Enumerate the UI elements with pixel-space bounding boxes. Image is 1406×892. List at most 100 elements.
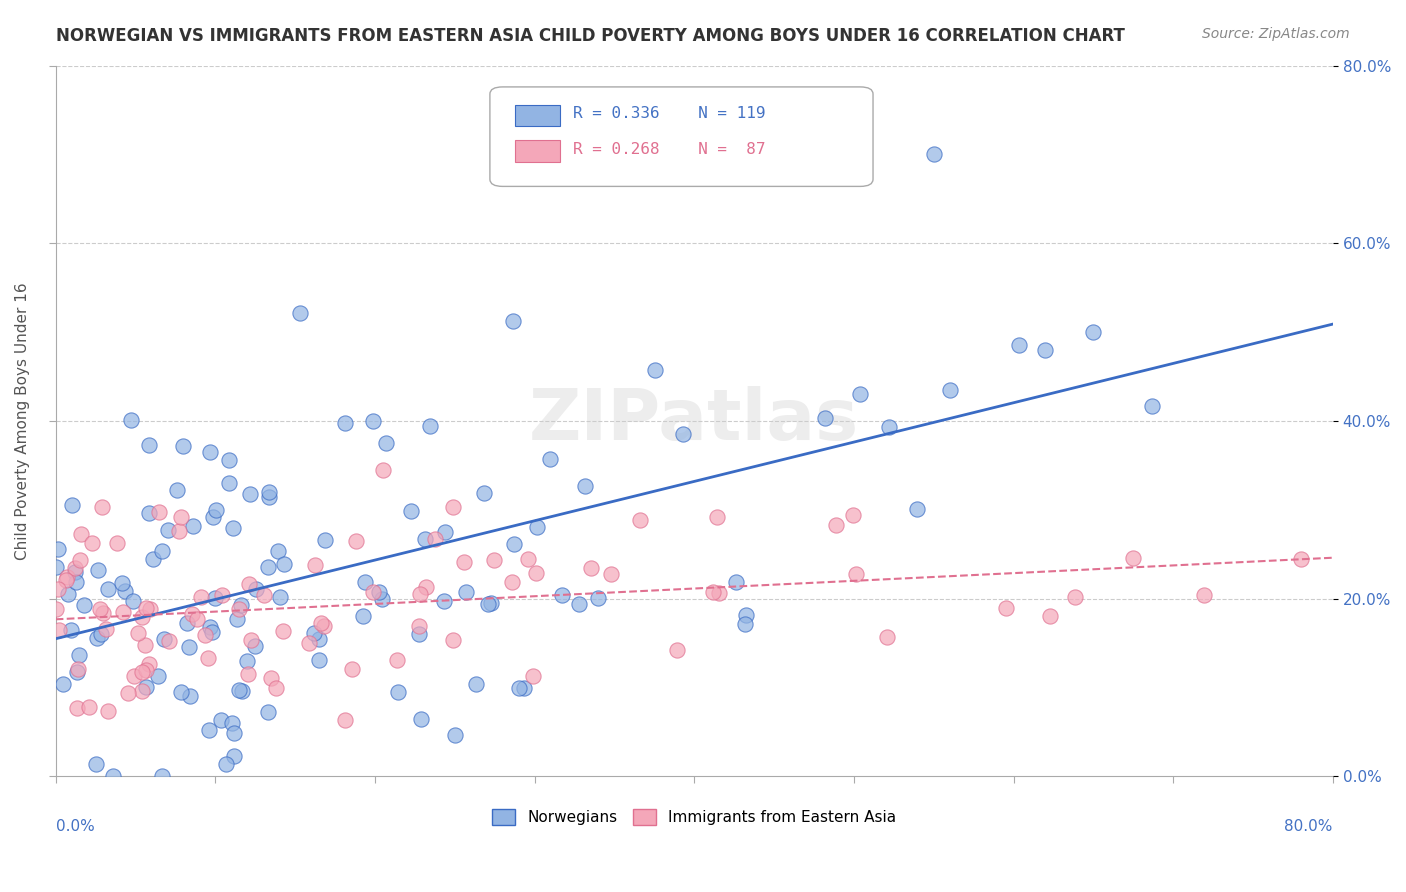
Point xyxy=(69,527,91,541)
Point xyxy=(257,705,280,719)
Text: Source: ZipAtlas.com: Source: ZipAtlas.com xyxy=(1202,27,1350,41)
Point xyxy=(148,669,170,683)
Point xyxy=(48,582,70,596)
Point xyxy=(150,543,173,558)
Point xyxy=(139,602,162,616)
Point xyxy=(218,475,240,490)
Point xyxy=(89,601,111,615)
Text: R = 0.336    N = 119: R = 0.336 N = 119 xyxy=(572,106,765,121)
Point xyxy=(110,576,132,591)
Bar xyxy=(516,104,560,126)
Bar xyxy=(516,140,560,161)
Point xyxy=(845,567,868,582)
Point xyxy=(453,555,475,569)
Point xyxy=(97,582,120,597)
Point xyxy=(228,602,250,616)
Point xyxy=(876,631,898,645)
Point xyxy=(257,491,280,505)
Point xyxy=(157,634,180,648)
Point xyxy=(1192,588,1215,602)
Point xyxy=(879,420,901,434)
Legend: Norwegians, Immigrants from Eastern Asia: Norwegians, Immigrants from Eastern Asia xyxy=(485,801,904,832)
Point xyxy=(574,479,596,493)
Point xyxy=(202,509,225,524)
Point xyxy=(1083,325,1105,339)
Point xyxy=(477,597,499,611)
Point xyxy=(134,681,156,695)
Point xyxy=(198,620,221,634)
Point xyxy=(170,509,193,524)
Point xyxy=(77,700,100,714)
Point xyxy=(373,463,395,477)
Point xyxy=(314,533,336,547)
Point xyxy=(239,486,262,500)
Point xyxy=(502,313,524,327)
Point xyxy=(183,519,205,533)
Point xyxy=(702,584,724,599)
Point xyxy=(153,632,176,646)
Point xyxy=(131,610,153,624)
Point xyxy=(538,451,561,466)
Point xyxy=(122,669,145,683)
Point xyxy=(86,631,108,645)
Point xyxy=(825,518,848,533)
Point xyxy=(131,683,153,698)
Point xyxy=(665,643,688,657)
Point xyxy=(66,701,89,715)
Point xyxy=(91,500,114,514)
Point xyxy=(66,665,89,679)
Point xyxy=(67,648,90,662)
Point xyxy=(1142,399,1164,413)
Point xyxy=(399,503,422,517)
Point xyxy=(97,704,120,718)
Point xyxy=(197,723,219,737)
Point xyxy=(138,506,160,520)
Point xyxy=(309,616,332,631)
Point xyxy=(52,676,75,690)
Point xyxy=(87,563,110,577)
Point xyxy=(90,627,112,641)
Point xyxy=(224,749,246,764)
Point xyxy=(387,684,409,698)
Point xyxy=(288,306,311,320)
Point xyxy=(567,597,589,611)
Point xyxy=(482,553,505,567)
Point xyxy=(922,147,945,161)
Point xyxy=(1039,609,1062,624)
Point xyxy=(408,619,430,633)
Point xyxy=(201,624,224,639)
Point xyxy=(586,591,609,606)
Point xyxy=(45,560,67,574)
Point xyxy=(408,627,430,641)
FancyBboxPatch shape xyxy=(489,87,873,186)
Point xyxy=(517,552,540,566)
Point xyxy=(508,681,530,696)
Point xyxy=(644,362,666,376)
Point xyxy=(131,665,153,679)
Point xyxy=(672,426,695,441)
Point xyxy=(735,608,758,623)
Point xyxy=(138,657,160,671)
Point xyxy=(138,438,160,452)
Point xyxy=(308,653,330,667)
Point xyxy=(121,594,143,608)
Point xyxy=(231,598,253,612)
Point xyxy=(707,586,730,600)
Point xyxy=(849,387,872,401)
Point xyxy=(1035,343,1057,357)
Y-axis label: Child Poverty Among Boys Under 16: Child Poverty Among Boys Under 16 xyxy=(15,282,30,559)
Point xyxy=(367,585,389,599)
Point xyxy=(995,600,1018,615)
Point xyxy=(240,632,263,647)
Point xyxy=(60,623,83,637)
Point xyxy=(55,573,77,587)
Point xyxy=(150,769,173,783)
Point xyxy=(333,713,356,727)
Point xyxy=(269,590,291,604)
Point xyxy=(198,445,221,459)
Point xyxy=(65,574,87,589)
Point xyxy=(120,413,142,427)
Point xyxy=(314,619,336,633)
Point xyxy=(190,591,212,605)
Point xyxy=(69,553,91,567)
